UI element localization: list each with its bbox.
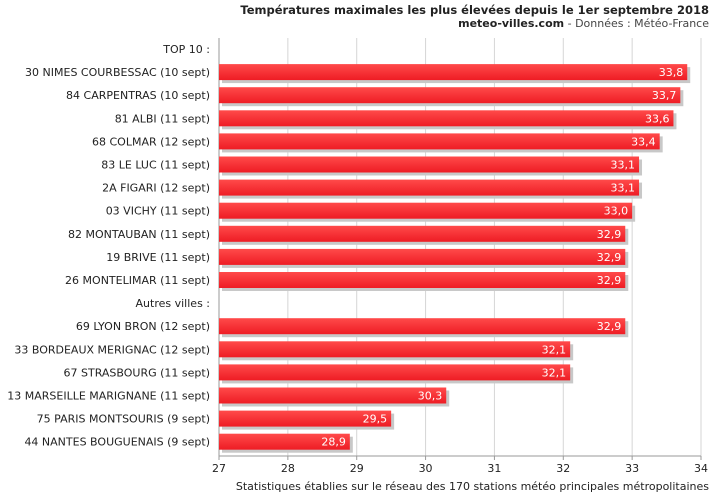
- category-label: 81 ALBI (11 sept): [115, 112, 210, 125]
- category-label: 84 CARPENTRAS (10 sept): [66, 89, 210, 102]
- bar-value-label: 33,1: [611, 159, 636, 172]
- site-name: meteo-villes.com: [458, 17, 565, 30]
- chart-subtitle: meteo-villes.com - Données : Météo-Franc…: [458, 17, 709, 30]
- x-tick-label: 30: [419, 462, 433, 475]
- x-tick-label: 27: [212, 462, 226, 475]
- x-tick-label: 28: [281, 462, 295, 475]
- bar-value-label: 28,9: [321, 436, 346, 449]
- bar-value-label: 32,9: [597, 228, 622, 241]
- data-source: - Données : Météo-France: [564, 17, 709, 30]
- bar: [219, 433, 350, 450]
- category-label: 33 BORDEAUX MERIGNAC (12 sept): [14, 343, 210, 356]
- category-label: 2A FIGARI (12 sept): [102, 182, 210, 195]
- bar: [219, 341, 571, 358]
- x-tick-label: 34: [694, 462, 708, 475]
- bar: [219, 64, 688, 81]
- bar-value-label: 33,1: [611, 182, 636, 195]
- bar-value-label: 33,7: [652, 89, 677, 102]
- bar: [219, 248, 626, 265]
- category-label: 69 LYON BRON (12 sept): [76, 320, 210, 333]
- bar-value-label: 32,1: [542, 366, 567, 379]
- bar: [219, 156, 640, 173]
- bar: [219, 87, 681, 104]
- bar-value-label: 32,9: [597, 251, 622, 264]
- bar: [219, 225, 626, 242]
- bar-value-label: 33,4: [631, 135, 656, 148]
- bar: [219, 179, 640, 196]
- category-label: 26 MONTELIMAR (11 sept): [65, 274, 210, 287]
- bar: [219, 410, 392, 427]
- category-label: 75 PARIS MONTSOURIS (9 sept): [37, 413, 210, 426]
- bar-value-label: 32,9: [597, 274, 622, 287]
- x-tick-label: 32: [556, 462, 570, 475]
- category-label: 82 MONTAUBAN (11 sept): [68, 228, 210, 241]
- x-tick-label: 31: [487, 462, 501, 475]
- bar-value-label: 32,9: [597, 320, 622, 333]
- chart-footer: Statistiques établies sur le réseau des …: [235, 480, 709, 493]
- category-label: 68 COLMAR (12 sept): [92, 135, 210, 148]
- x-tick-label: 29: [350, 462, 364, 475]
- bar: [219, 387, 447, 404]
- bar-value-label: 29,5: [363, 413, 388, 426]
- bar-value-label: 33,6: [645, 112, 670, 125]
- bar: [219, 318, 626, 335]
- bar-value-label: 32,1: [542, 343, 567, 356]
- category-label: 03 VICHY (11 sept): [106, 205, 210, 218]
- bar: [219, 272, 626, 288]
- chart-title: Températures maximales les plus élevées …: [240, 3, 709, 17]
- bar: [219, 110, 674, 127]
- category-label: 83 LE LUC (11 sept): [101, 159, 210, 172]
- x-tick-label: 33: [625, 462, 639, 475]
- bar-value-label: 30,3: [418, 390, 443, 403]
- category-label: 30 NIMES COURBESSAC (10 sept): [25, 66, 210, 79]
- category-label: 19 BRIVE (11 sept): [106, 251, 210, 264]
- bar: [219, 364, 571, 381]
- bar: [219, 202, 633, 219]
- category-label: 67 STRASBOURG (11 sept): [64, 366, 211, 379]
- category-label: 13 MARSEILLE MARIGNANE (11 sept): [7, 390, 210, 403]
- bar-value-label: 33,0: [604, 205, 629, 218]
- category-label: TOP 10 :: [162, 43, 210, 56]
- category-label: 44 NANTES BOUGUENAIS (9 sept): [24, 436, 210, 449]
- bar: [219, 133, 660, 150]
- bar-value-label: 33,8: [659, 66, 684, 79]
- category-label: Autres villes :: [136, 297, 210, 310]
